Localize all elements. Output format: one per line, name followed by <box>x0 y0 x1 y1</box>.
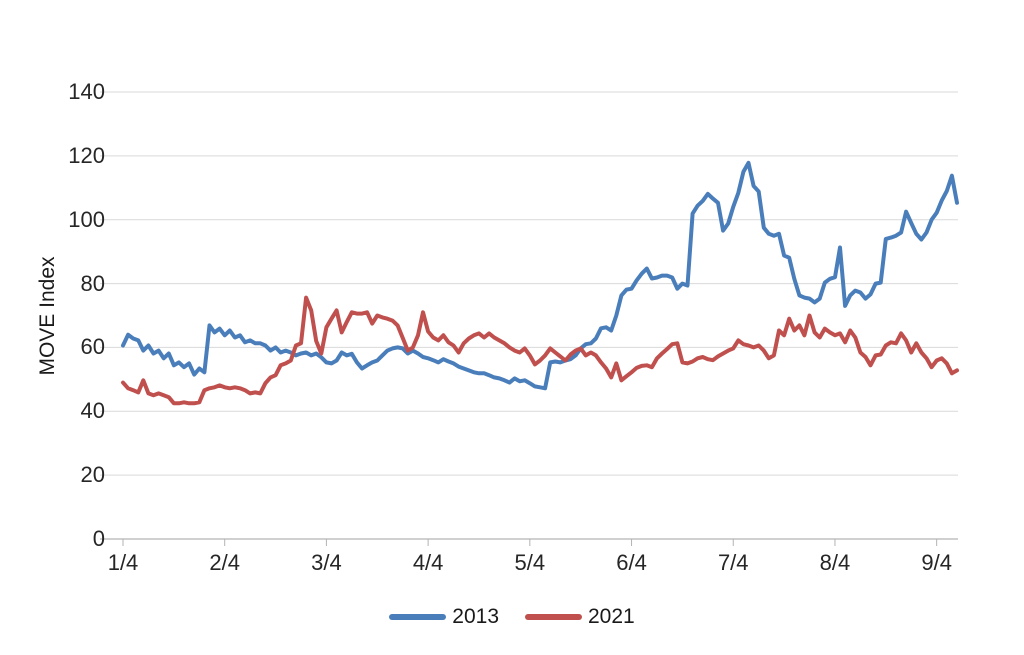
x-tick-label: 9/4 <box>921 550 952 575</box>
legend-item-2021: 2021 <box>525 605 635 629</box>
legend-item-2013: 2013 <box>389 605 499 629</box>
series-line-2021 <box>121 295 959 406</box>
x-tick-label: 7/4 <box>717 550 749 575</box>
x-tick-label: 5/4 <box>514 550 546 575</box>
x-tick-label: 3/4 <box>311 550 342 575</box>
y-tick-label: 20 <box>80 462 105 488</box>
y-tick-label: 60 <box>80 334 105 360</box>
y-tick-label: 80 <box>80 270 105 296</box>
x-tick-label: 4/4 <box>412 550 444 575</box>
x-tick-label: 6/4 <box>616 550 647 575</box>
series-line-2013 <box>121 160 959 391</box>
legend-label-2013: 2013 <box>452 605 499 628</box>
y-tick-label: 140 <box>68 79 105 104</box>
x-tick-label: 2/4 <box>209 550 240 575</box>
y-tick-label: 100 <box>68 206 105 232</box>
legend: 2013 2021 <box>0 603 1024 631</box>
y-tick-label: 0 <box>92 526 105 551</box>
legend-swatch-2013 <box>389 614 447 620</box>
x-tick-label: 8/4 <box>819 550 851 575</box>
legend-swatch-2021 <box>525 614 582 620</box>
y-tick-label: 40 <box>80 398 105 424</box>
y-tick-label: 120 <box>68 142 105 168</box>
legend-label-2021: 2021 <box>588 605 635 628</box>
x-tick-label: 1/4 <box>107 550 139 575</box>
